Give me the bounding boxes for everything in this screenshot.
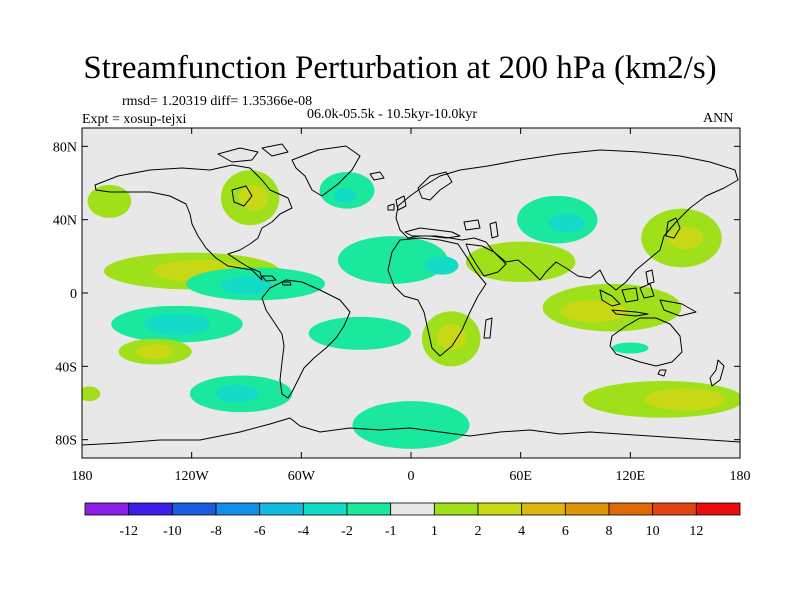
- colorbar-swatch: [695, 502, 741, 516]
- lat-tick-label: 0: [70, 287, 77, 302]
- lon-tick-label: 120E: [616, 469, 646, 484]
- colorbar-swatch: [215, 502, 261, 516]
- colorbar-label: -1: [385, 524, 397, 539]
- anomaly-region-21: [352, 401, 470, 449]
- anomaly-region-20: [436, 324, 466, 350]
- colorbar-swatch: [652, 502, 697, 516]
- anomaly-region-4: [334, 188, 357, 204]
- period-label: 06.0k-05.5k - 10.5kyr-10.0kyr: [307, 107, 478, 122]
- anomaly-region-18: [82, 386, 101, 402]
- colorbar-label: -10: [163, 524, 182, 539]
- colorbar-swatch: [128, 502, 173, 516]
- colorbar-label: 2: [475, 524, 482, 539]
- colorbar-swatch: [259, 502, 304, 516]
- anomaly-region-31: [644, 388, 726, 411]
- lat-tick-label: 80S: [55, 434, 77, 449]
- lon-tick-label: 120W: [175, 469, 210, 484]
- colorbar-label: -8: [210, 524, 222, 539]
- colorbar-label: -4: [297, 524, 309, 539]
- coastlines: [82, 143, 740, 446]
- axis-ticks: 80N 40N 0 40S 80S 180 120W 60W 0 60E 120E 180: [53, 128, 751, 484]
- lon-tick-label: 180: [730, 469, 751, 484]
- lon-tick-label: 180: [72, 469, 93, 484]
- map-title: Streamfunction Perturbation at 200 hPa (…: [83, 50, 717, 86]
- anomaly-region-10: [220, 276, 273, 295]
- colorbar-label: 4: [518, 524, 525, 539]
- colorbar-swatch: [346, 502, 392, 516]
- anomaly-region-8: [425, 256, 459, 275]
- anomaly-region-2: [239, 184, 269, 211]
- experiment-label: Expt = xosup-tejxi: [82, 112, 187, 127]
- anomaly-region-15: [136, 344, 174, 359]
- colorbar-label: 1: [431, 524, 438, 539]
- colorbar-label: -2: [341, 524, 353, 539]
- lon-tick-label: 60E: [509, 469, 532, 484]
- colorbar-label: 10: [646, 524, 660, 539]
- colorbar-swatch: [390, 502, 435, 516]
- contour-fill-layer: [82, 170, 740, 449]
- lon-tick-label: 60W: [288, 469, 316, 484]
- colorbar-label: -12: [119, 524, 138, 539]
- colorbar-swatch: [477, 502, 523, 516]
- anomaly-region-13: [308, 316, 412, 350]
- lat-tick-label: 80N: [53, 140, 77, 155]
- lat-tick-label: 40N: [53, 214, 77, 229]
- colorbar-swatch: [608, 502, 654, 516]
- colorbar-label: 6: [562, 524, 569, 539]
- colorbar-swatch: [302, 502, 348, 516]
- colorbar-swatch: [521, 502, 566, 516]
- anomaly-region-7: [337, 236, 448, 284]
- colorbar-label: -6: [254, 524, 266, 539]
- colorbar-label: 8: [606, 524, 613, 539]
- anomaly-region-17: [215, 384, 260, 404]
- colorbar-swatch: [564, 502, 610, 516]
- lon-tick-label: 0: [408, 469, 415, 484]
- colorbar-label: 12: [689, 524, 703, 539]
- season-label: ANN: [703, 111, 734, 126]
- colorbar-swatch: [433, 502, 479, 516]
- anomaly-region-23: [548, 214, 585, 233]
- anomaly-region-12: [144, 313, 210, 336]
- colorbar: -12 -10 -8 -6 -4 -2 -1 1 2 4 6 8 10 12: [84, 502, 741, 539]
- stats-line: rmsd= 1.20319 diff= 1.35366e-08: [122, 94, 313, 109]
- colorbar-swatch: [171, 502, 217, 516]
- anomaly-region-26: [560, 300, 627, 323]
- anomaly-region-29: [612, 342, 649, 354]
- lat-tick-label: 40S: [55, 360, 77, 375]
- anomaly-region-0: [87, 184, 132, 218]
- colorbar-swatch: [84, 502, 130, 516]
- anomaly-region-28: [666, 227, 704, 249]
